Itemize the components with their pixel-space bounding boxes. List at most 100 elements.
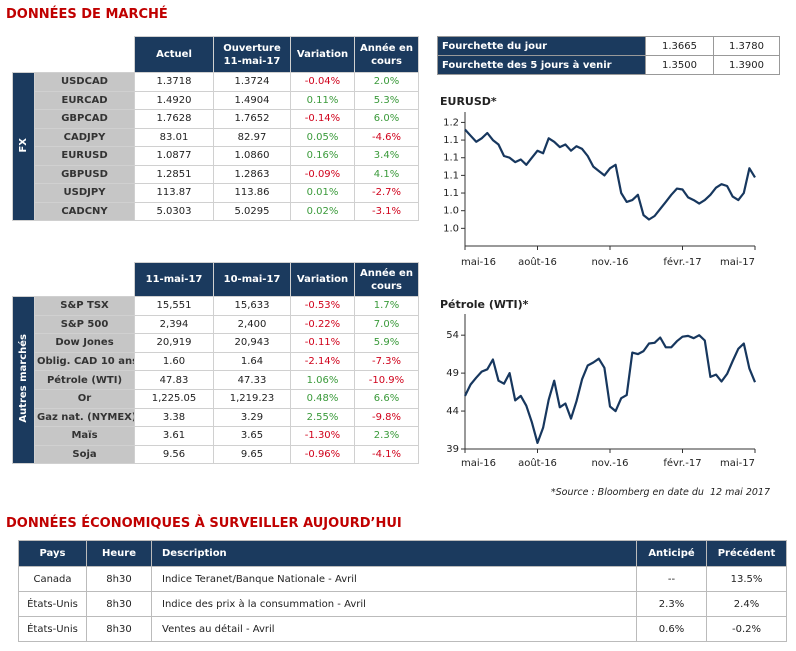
eurusd-chart: EURUSD* 1.2 1.1 1.1 1.1 1.1 1.0 1.0 mai-16 août-1… — [440, 95, 756, 268]
cell: 20,919 — [134, 333, 214, 353]
cell: 82.97 — [213, 127, 291, 147]
cell: -2.14% — [290, 351, 355, 372]
cell: 2.55% — [290, 407, 355, 428]
cell: 2.4% — [706, 591, 787, 617]
cell: 9.65 — [213, 444, 291, 465]
column-header: 10-mai-17 — [213, 262, 291, 297]
column-header: Variation — [290, 262, 355, 297]
cell: 2.3% — [636, 591, 707, 617]
cell: -7.3% — [354, 351, 419, 372]
cell: 0.16% — [290, 146, 355, 166]
cell: Canada — [18, 566, 87, 592]
cell: 2,400 — [213, 314, 291, 335]
section-label: Autres marchés — [12, 295, 35, 465]
header-row: Actuel Ouverture 11-mai-17 Variation Année … — [12, 36, 419, 73]
row-label: S&P 500 — [34, 314, 135, 335]
cell: -0.11% — [290, 333, 355, 353]
cell: 4.1% — [354, 164, 419, 184]
y-tick-label: 54 — [446, 330, 459, 341]
cell: 83.01 — [134, 127, 214, 147]
cell: 1.64 — [213, 351, 291, 372]
cell: 3.65 — [213, 426, 291, 446]
cell: États-Unis — [18, 616, 87, 642]
cell: 1,225.05 — [134, 388, 214, 409]
cell: 9.56 — [134, 444, 214, 465]
table-row: CADCNY 5.0303 5.0295 0.02% -3.1% — [13, 201, 419, 221]
y-tick-label: 49 — [446, 368, 459, 379]
cell: -9.8% — [354, 407, 419, 428]
row-label: USDCAD — [34, 72, 135, 92]
cell: 0.02% — [290, 201, 355, 221]
x-tick-label: févr.-17 — [663, 256, 701, 268]
section-text: FX — [18, 137, 29, 153]
markets-table: 11-mai-17 10-mai-17 Variation Année en cour… — [12, 262, 419, 465]
x-tick-label: févr.-17 — [663, 457, 701, 469]
x-tick-label: août-16 — [518, 256, 557, 268]
row-label: Soja — [34, 444, 135, 465]
column-header: 11-mai-17 — [134, 262, 214, 297]
table-row: EURCAD 1.4920 1.4904 0.11% 5.3% — [13, 90, 419, 110]
table-row: FX USDCAD 1.3718 1.3724 -0.04% 2.0% — [12, 72, 419, 221]
range-label: Fourchette du jour — [437, 36, 646, 56]
range-row: Fourchette des 5 jours à venir 1.3500 1.39… — [437, 55, 780, 75]
cell: 1.60 — [134, 351, 214, 372]
cell: 47.83 — [134, 370, 214, 390]
row-label: Maïs — [34, 426, 135, 446]
y-tick-label: 1.1 — [443, 170, 459, 181]
chart-title: EURUSD* — [440, 95, 497, 108]
cell: 1.0877 — [134, 146, 214, 166]
chart-title: Pétrole (WTI)* — [440, 298, 529, 311]
y-tick-label: 39 — [446, 444, 459, 455]
cell: 8h30 — [86, 591, 152, 617]
cell: États-Unis — [18, 591, 87, 617]
header-row: Pays Heure Description Anticipé Précédent — [18, 540, 787, 567]
table-row: Gaz nat. (NYMEX) 3.38 3.29 2.55% -9.8% — [13, 407, 419, 428]
column-header: Anticipé — [636, 540, 707, 567]
column-header: Année en cours — [354, 36, 419, 73]
x-tick-label: mai-16 — [461, 257, 496, 268]
table-row: Dow Jones 20,919 20,943 -0.11% 5.9% — [13, 333, 419, 353]
cell: -4.1% — [354, 444, 419, 465]
range-cell: 1.3665 — [645, 36, 714, 56]
cell: -10.9% — [354, 370, 419, 390]
table-row: CADJPY 83.01 82.97 0.05% -4.6% — [13, 127, 419, 147]
cell: 1.4920 — [134, 90, 214, 110]
x-tick-label: août-16 — [518, 457, 557, 469]
cell: 1.3718 — [134, 72, 214, 92]
header-row: 11-mai-17 10-mai-17 Variation Année en cour… — [12, 262, 419, 297]
cell: -0.2% — [706, 616, 787, 642]
table-row: Maïs 3.61 3.65 -1.30% 2.3% — [13, 426, 419, 446]
row-label: Or — [34, 388, 135, 409]
row-label: GBPUSD — [34, 164, 135, 184]
cell: 1.06% — [290, 370, 355, 390]
table-row: GBPUSD 1.2851 1.2863 -0.09% 4.1% — [13, 164, 419, 184]
cell: 5.3% — [354, 90, 419, 110]
cell: 15,551 — [134, 296, 214, 316]
econ-table: Pays Heure Description Anticipé Précédent Can… — [18, 540, 787, 642]
y-tick-label: 1.1 — [443, 188, 459, 199]
row-label: Pétrole (WTI) — [34, 370, 135, 390]
cell: 2.0% — [354, 72, 419, 92]
cell: 13.5% — [706, 566, 787, 592]
x-tick-label: mai-17 — [720, 458, 755, 469]
cell: 1.7652 — [213, 109, 291, 129]
x-tick-label: mai-16 — [461, 458, 496, 469]
x-tick-label: nov.-16 — [591, 458, 628, 469]
cell: 0.48% — [290, 388, 355, 409]
range-table: Fourchette du jour 1.3665 1.3780 Fourchette… — [437, 36, 780, 75]
table-row: Autres marchés S&P TSX 15,551 15,633 -0.53% 1… — [12, 295, 419, 465]
table-row: Or 1,225.05 1,219.23 0.48% 6.6% — [13, 388, 419, 409]
cell: -1.30% — [290, 426, 355, 446]
cell: 15,633 — [213, 296, 291, 316]
column-header: Pays — [18, 540, 87, 567]
range-row: Fourchette du jour 1.3665 1.3780 — [437, 36, 780, 56]
row-label: GBPCAD — [34, 109, 135, 129]
column-header: Ouverture 11-mai-17 — [213, 36, 291, 73]
cell: 0.01% — [290, 183, 355, 203]
table-row: GBPCAD 1.7628 1.7652 -0.14% 6.0% — [13, 109, 419, 129]
range-label: Fourchette des 5 jours à venir — [437, 55, 646, 75]
cell: 0.05% — [290, 127, 355, 147]
column-header: Actuel — [134, 36, 214, 73]
cell: 6.0% — [354, 109, 419, 129]
